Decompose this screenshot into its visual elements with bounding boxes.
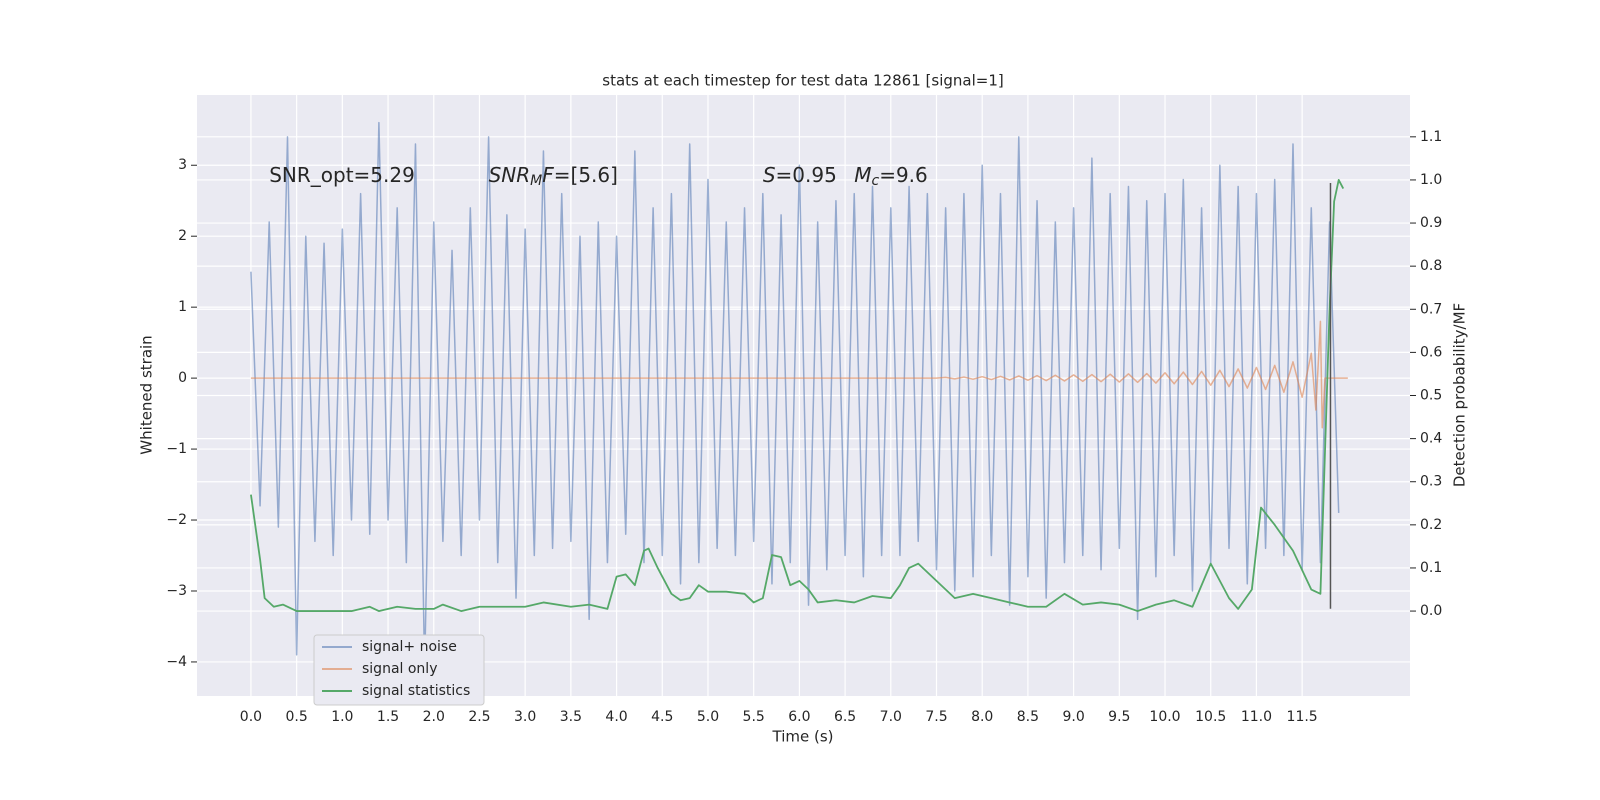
x-tick-label: 5.0 <box>697 709 719 725</box>
y2-tick-label: 0.0 <box>1420 603 1442 619</box>
x-tick-label: 2.5 <box>468 709 490 725</box>
x-tick-label: 5.5 <box>743 709 765 725</box>
legend-label: signal+ noise <box>362 639 457 655</box>
chart-title: stats at each timestep for test data 128… <box>602 72 1003 90</box>
y2-tick-label: 0.6 <box>1420 344 1442 360</box>
x-tick-label: 4.5 <box>651 709 673 725</box>
y-tick-label: −1 <box>166 441 187 457</box>
annotation-part: =[5.6] <box>554 162 618 186</box>
series-line <box>250 320 1348 429</box>
annotation-part: c <box>871 173 879 189</box>
y2-tick-label: 0.3 <box>1420 474 1442 490</box>
annotation-part: F <box>542 162 554 186</box>
x-tick-label: 8.0 <box>971 709 993 725</box>
y2-tick-label: 1.1 <box>1420 129 1442 145</box>
x-tick-label: 9.5 <box>1108 709 1130 725</box>
y-axis-label: Whitened strain <box>138 335 156 454</box>
x-tick-label: 10.5 <box>1195 709 1226 725</box>
annotation-part: SNR <box>489 162 531 186</box>
x-tick-label: 4.0 <box>605 709 627 725</box>
x-tick-label: 10.0 <box>1149 709 1180 725</box>
x-tick-label: 7.5 <box>925 709 947 725</box>
annotation-part: =9.6 <box>879 162 928 186</box>
y-tick-label: 3 <box>178 157 187 173</box>
legend-box <box>313 634 485 706</box>
y-tick-label: 1 <box>178 299 187 315</box>
annotation-part: M <box>854 162 871 186</box>
annotation: Mc=9.6 <box>854 162 928 189</box>
series-line <box>250 121 1340 670</box>
y-tick-label: −4 <box>166 654 187 670</box>
y-tick-label: −2 <box>166 512 187 528</box>
legend-label: signal only <box>362 661 437 677</box>
annotation: SNRMF=[5.6] <box>489 162 618 189</box>
annotation-part: S <box>763 162 776 186</box>
y2-tick-label: 0.4 <box>1420 431 1442 447</box>
y2-axis-label: Detection probability/MF <box>1451 303 1469 487</box>
x-tick-label: 6.0 <box>788 709 810 725</box>
legend-label: signal statistics <box>362 683 470 699</box>
x-axis-label: Time (s) <box>772 728 834 746</box>
annotation-part: =0.95 <box>776 162 837 186</box>
y-tick-label: −3 <box>166 583 187 599</box>
y2-tick-label: 0.2 <box>1420 517 1442 533</box>
x-tick-label: 7.0 <box>880 709 902 725</box>
x-tick-label: 9.0 <box>1062 709 1084 725</box>
y2-tick-label: 0.8 <box>1420 258 1442 274</box>
series-line <box>250 179 1345 612</box>
x-tick-label: 0.0 <box>240 709 262 725</box>
x-tick-label: 3.5 <box>560 709 582 725</box>
annotation: S=0.95 <box>763 162 837 186</box>
x-tick-label: 11.5 <box>1287 709 1318 725</box>
y2-tick-label: 0.9 <box>1420 215 1442 231</box>
x-tick-label: 1.0 <box>331 709 353 725</box>
annotation: SNR_opt=5.29 <box>269 162 415 186</box>
x-tick-label: 2.0 <box>423 709 445 725</box>
y2-tick-label: 0.7 <box>1420 301 1442 317</box>
x-tick-label: 1.5 <box>377 709 399 725</box>
x-tick-label: 3.0 <box>514 709 536 725</box>
x-tick-label: 0.5 <box>286 709 308 725</box>
x-tick-label: 6.5 <box>834 709 856 725</box>
y-tick-label: 0 <box>178 370 187 386</box>
y2-tick-label: 0.1 <box>1420 560 1442 576</box>
y2-tick-label: 0.5 <box>1420 388 1442 404</box>
y2-tick-label: 1.0 <box>1420 172 1442 188</box>
annotation-part: M <box>530 173 542 189</box>
annotation-part: SNR_opt=5.29 <box>269 162 415 186</box>
x-tick-label: 11.0 <box>1241 709 1272 725</box>
y-tick-label: 2 <box>178 228 187 244</box>
x-tick-label: 8.5 <box>1017 709 1039 725</box>
